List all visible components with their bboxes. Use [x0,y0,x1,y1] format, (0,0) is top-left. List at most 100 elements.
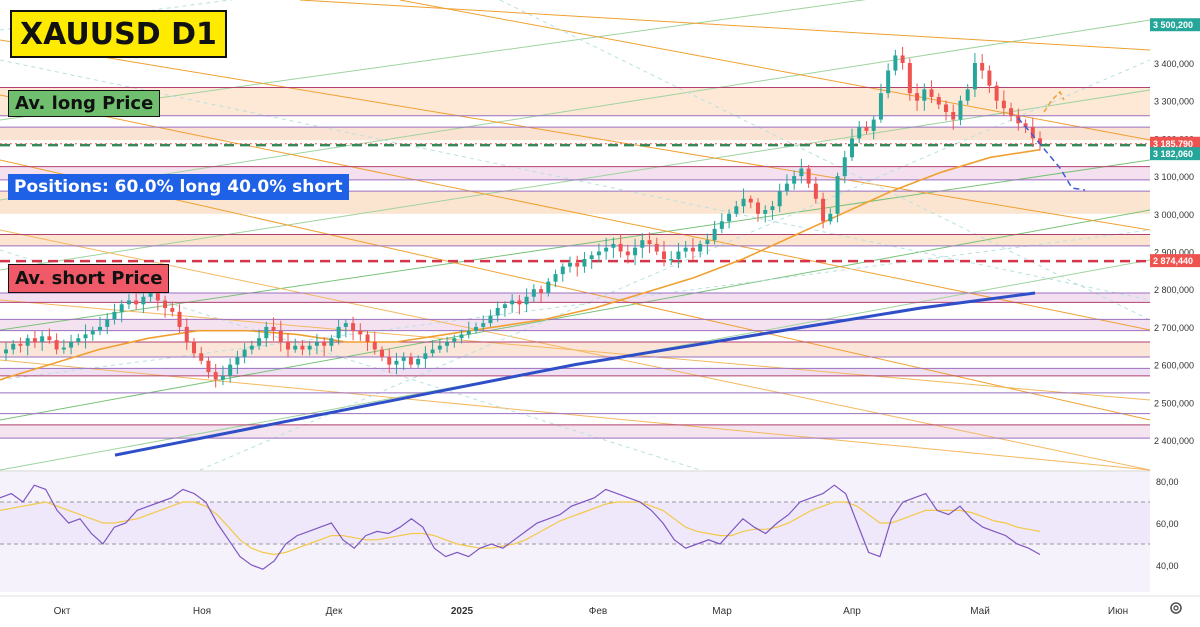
candle-body-130 [944,104,948,113]
candle-body-14 [105,319,110,327]
candles [4,46,1042,388]
price-label-bg-3 [1150,254,1200,268]
candle-body-121 [878,93,883,120]
x-tick-label-8: Июн [1108,606,1128,617]
candle-body-13 [98,326,102,331]
y-tick-label-4: 3 100,000 [1154,172,1194,182]
candle-body-31 [228,364,233,376]
trend-line-4 [0,209,1151,421]
candle-body-52 [380,349,384,358]
price-label-3: 2 874,440 [1153,256,1193,266]
candle-body-12 [90,330,95,335]
candle-body-44 [322,341,327,346]
candle-body-60 [437,345,442,350]
x-tick-label-1: Ноя [193,606,211,617]
candle-body-132 [958,100,963,120]
candle-body-41 [300,345,305,350]
candle-body-61 [445,341,450,346]
candle-body-1 [11,343,16,350]
candle-body-127 [922,89,927,101]
y-tick-label-10: 2 500,000 [1154,398,1194,408]
candle-body-79 [575,262,580,267]
candle-body-63 [459,334,464,339]
candle-body-18 [134,300,139,305]
candle-body-23 [170,308,175,312]
candle-body-38 [278,330,283,342]
candle-body-59 [430,349,435,354]
candle-body-108 [784,183,789,192]
candle-body-8 [61,347,66,350]
candle-body-88 [640,240,645,248]
zone-band-1 [0,127,1150,141]
ma-fast-line [0,148,1041,381]
candle-body-62 [452,338,457,342]
candle-body-118 [857,127,862,139]
candle-body-0 [4,349,8,354]
candle-body-58 [423,353,428,359]
candle-body-57 [416,358,421,365]
candle-body-103 [748,198,753,203]
y-axis-background [1150,0,1200,600]
candle-body-3 [25,338,30,346]
candle-body-24 [177,311,182,327]
x-tick-label-4: Фев [589,606,607,617]
candle-body-125 [907,63,912,94]
price-label-bg-0 [1150,18,1200,32]
candle-body-10 [76,338,81,342]
rsi-tick-label-2: 40,00 [1156,561,1179,571]
candle-body-11 [83,334,88,339]
candle-body-113 [821,198,826,222]
candle-body-47 [343,323,348,327]
moving-averages [0,148,1041,457]
candle-body-94 [683,247,688,252]
candle-body-126 [915,93,920,101]
rsi-line [0,484,1041,570]
candle-body-84 [611,243,616,248]
settings-gear-icon[interactable] [1168,600,1184,616]
trend-line-12 [0,359,1151,471]
candle-body-65 [474,326,478,331]
candle-body-67 [488,315,493,324]
zone-band-8 [0,368,1150,376]
candle-body-135 [980,63,985,71]
trend-line-8 [0,94,1151,331]
candle-body-46 [336,326,341,339]
candle-body-17 [126,300,131,305]
candle-body-89 [647,240,652,244]
candle-body-30 [220,375,225,380]
rsi-tick-label-1: 60,00 [1156,519,1179,529]
candle-body-4 [32,338,37,342]
time-axis[interactable]: Окт Ноя Дек 2025 Фев Мар Апр Май Июн [0,595,1200,622]
x-tick-label-2: Дек [326,606,343,617]
candle-body-142 [1030,127,1035,139]
candle-body-9 [69,341,74,348]
candle-body-64 [466,330,471,335]
trend-line-18 [499,0,1151,321]
candle-body-90 [654,243,659,252]
candle-body-25 [184,326,189,342]
candle-body-110 [799,168,804,177]
candle-body-2 [18,343,23,346]
bearish-projection [1017,117,1086,191]
bullish-projection [1043,90,1065,113]
trend-line-16 [0,229,1151,381]
candle-body-78 [568,262,572,267]
candle-body-50 [365,334,370,342]
zone-band-0 [0,87,1150,116]
candle-body-34 [249,345,254,350]
candle-body-116 [842,157,847,177]
y-tick-label-9: 2 600,000 [1154,361,1194,371]
candle-body-76 [553,274,558,282]
candle-body-19 [141,296,146,305]
candle-body-86 [625,251,630,256]
x-tick-label-7: Май [970,606,990,617]
candle-body-72 [524,296,529,305]
candle-body-16 [119,304,124,312]
trend-line-9 [0,159,1151,421]
candle-body-21 [155,292,160,301]
price-label-bg-1 [1150,136,1200,150]
x-tick-label-3: 2025 [451,606,474,617]
